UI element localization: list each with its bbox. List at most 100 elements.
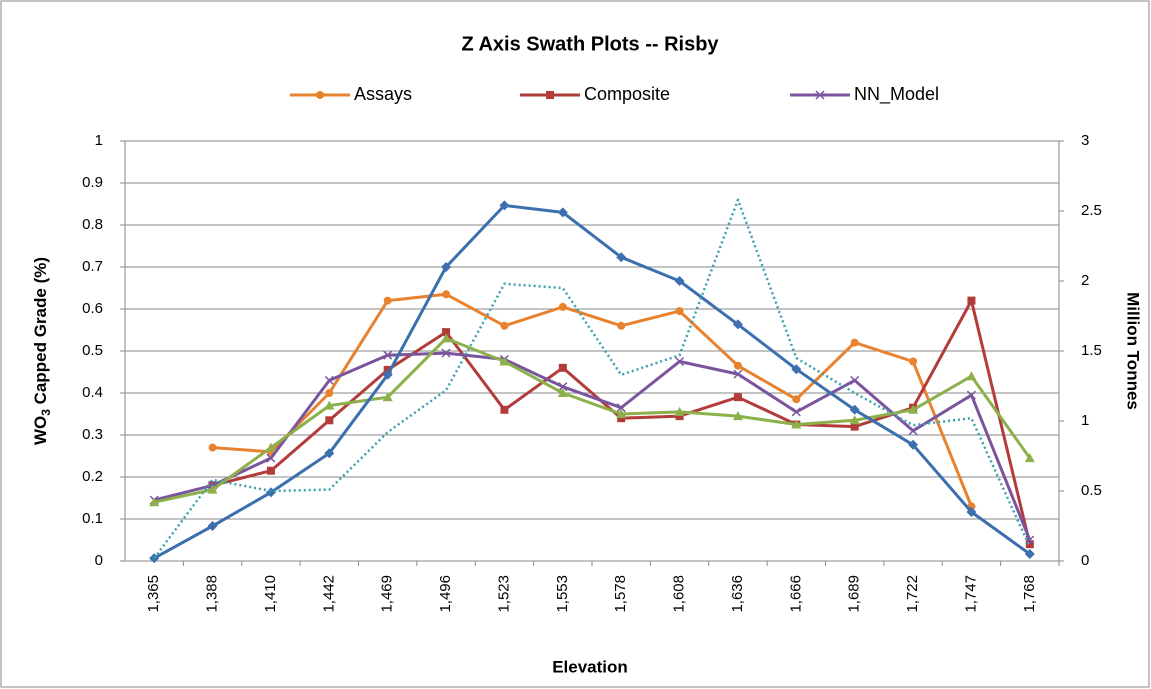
legend-label: NN_Model <box>854 84 939 105</box>
y2-tick-label: 1.5 <box>1081 342 1102 359</box>
point <box>674 276 685 286</box>
y-tick-label: 0.6 <box>82 300 103 317</box>
point <box>792 395 801 404</box>
x-tick-label: 1,410 <box>262 575 279 613</box>
point <box>558 363 567 372</box>
point <box>909 357 918 366</box>
x-tick-label: 1,608 <box>671 575 688 613</box>
y2-tick-label: 2 <box>1081 272 1089 289</box>
y2-tick-label: 1 <box>1081 412 1089 429</box>
point <box>675 412 684 421</box>
point <box>557 388 568 397</box>
y-tick-label: 0.1 <box>82 510 103 527</box>
point <box>383 350 393 360</box>
point <box>966 507 977 517</box>
point <box>791 364 802 375</box>
point <box>732 319 743 330</box>
point <box>908 404 919 414</box>
x-tick-label: 1,578 <box>612 575 629 613</box>
point <box>500 321 509 330</box>
legend-label: Composite <box>584 84 670 104</box>
series-line <box>153 351 1032 541</box>
point <box>733 361 742 370</box>
point <box>266 453 276 463</box>
point <box>850 338 859 347</box>
point <box>1024 549 1035 559</box>
point <box>441 348 451 358</box>
point <box>500 405 509 414</box>
point <box>324 400 335 410</box>
point <box>616 252 627 263</box>
x-tick-label: 1,666 <box>787 575 804 613</box>
point <box>499 200 510 211</box>
point <box>1025 535 1035 545</box>
point <box>967 296 976 305</box>
point <box>617 321 626 330</box>
point <box>557 207 568 218</box>
y-label-rest: Capped Grade (%) <box>31 257 50 409</box>
point <box>849 404 860 415</box>
y-tick-label: 0.9 <box>82 174 103 191</box>
y-axis-label: WO3 Capped Grade (%) <box>31 257 53 445</box>
x-tick-label: 1,388 <box>204 575 221 613</box>
point <box>675 356 685 367</box>
point <box>558 302 567 311</box>
point <box>850 422 859 431</box>
point <box>441 262 452 272</box>
y-tick-label: 0.4 <box>82 384 103 401</box>
point <box>791 419 802 429</box>
point <box>316 91 324 99</box>
x-tick-label: 1,747 <box>962 575 979 613</box>
point <box>382 392 393 402</box>
point <box>908 426 918 436</box>
point <box>733 369 743 379</box>
point <box>207 484 218 494</box>
x-tick-label: 1,469 <box>379 575 396 613</box>
point <box>908 439 919 450</box>
legend-label: Assays <box>354 84 412 104</box>
point <box>383 296 392 305</box>
y2-tick-label: 3 <box>1081 132 1089 149</box>
point <box>207 521 218 531</box>
point <box>966 390 976 400</box>
point <box>149 497 160 507</box>
point <box>732 411 743 421</box>
y2-tick-label: 0 <box>1081 552 1089 569</box>
point <box>325 389 334 397</box>
x-tick-label: 1,636 <box>729 575 746 613</box>
point <box>265 487 276 498</box>
x-tick-label: 1,768 <box>1021 575 1038 613</box>
x-tick-label: 1,442 <box>320 575 337 613</box>
point <box>442 290 451 299</box>
point <box>1024 453 1035 463</box>
point <box>675 307 684 316</box>
y-label-sub: 3 <box>39 409 53 416</box>
x-tick-label: 1,365 <box>145 575 162 613</box>
series-line <box>153 203 1031 560</box>
y2-tick-label: 0.5 <box>1081 482 1102 499</box>
point <box>266 466 275 475</box>
point <box>441 333 452 343</box>
point <box>849 415 860 425</box>
point <box>815 90 825 100</box>
y-tick-label: 1 <box>95 132 103 149</box>
x-axis-label: Elevation <box>552 657 628 676</box>
point <box>850 375 860 385</box>
x-tick-label: 1,496 <box>437 575 454 613</box>
x-tick-label: 1,722 <box>904 575 921 613</box>
point <box>733 393 742 402</box>
point <box>546 91 554 99</box>
point <box>442 328 451 337</box>
y-tick-label: 0.5 <box>82 342 103 359</box>
y-tick-label: 0 <box>95 552 103 569</box>
series-line <box>153 336 1032 504</box>
y-label-main: WO <box>31 416 50 445</box>
point <box>324 375 334 385</box>
x-tick-label: 1,523 <box>495 575 512 613</box>
y-tick-label: 0.8 <box>82 216 103 233</box>
y-tick-label: 0.3 <box>82 426 103 443</box>
point <box>616 409 627 418</box>
point <box>324 448 335 459</box>
